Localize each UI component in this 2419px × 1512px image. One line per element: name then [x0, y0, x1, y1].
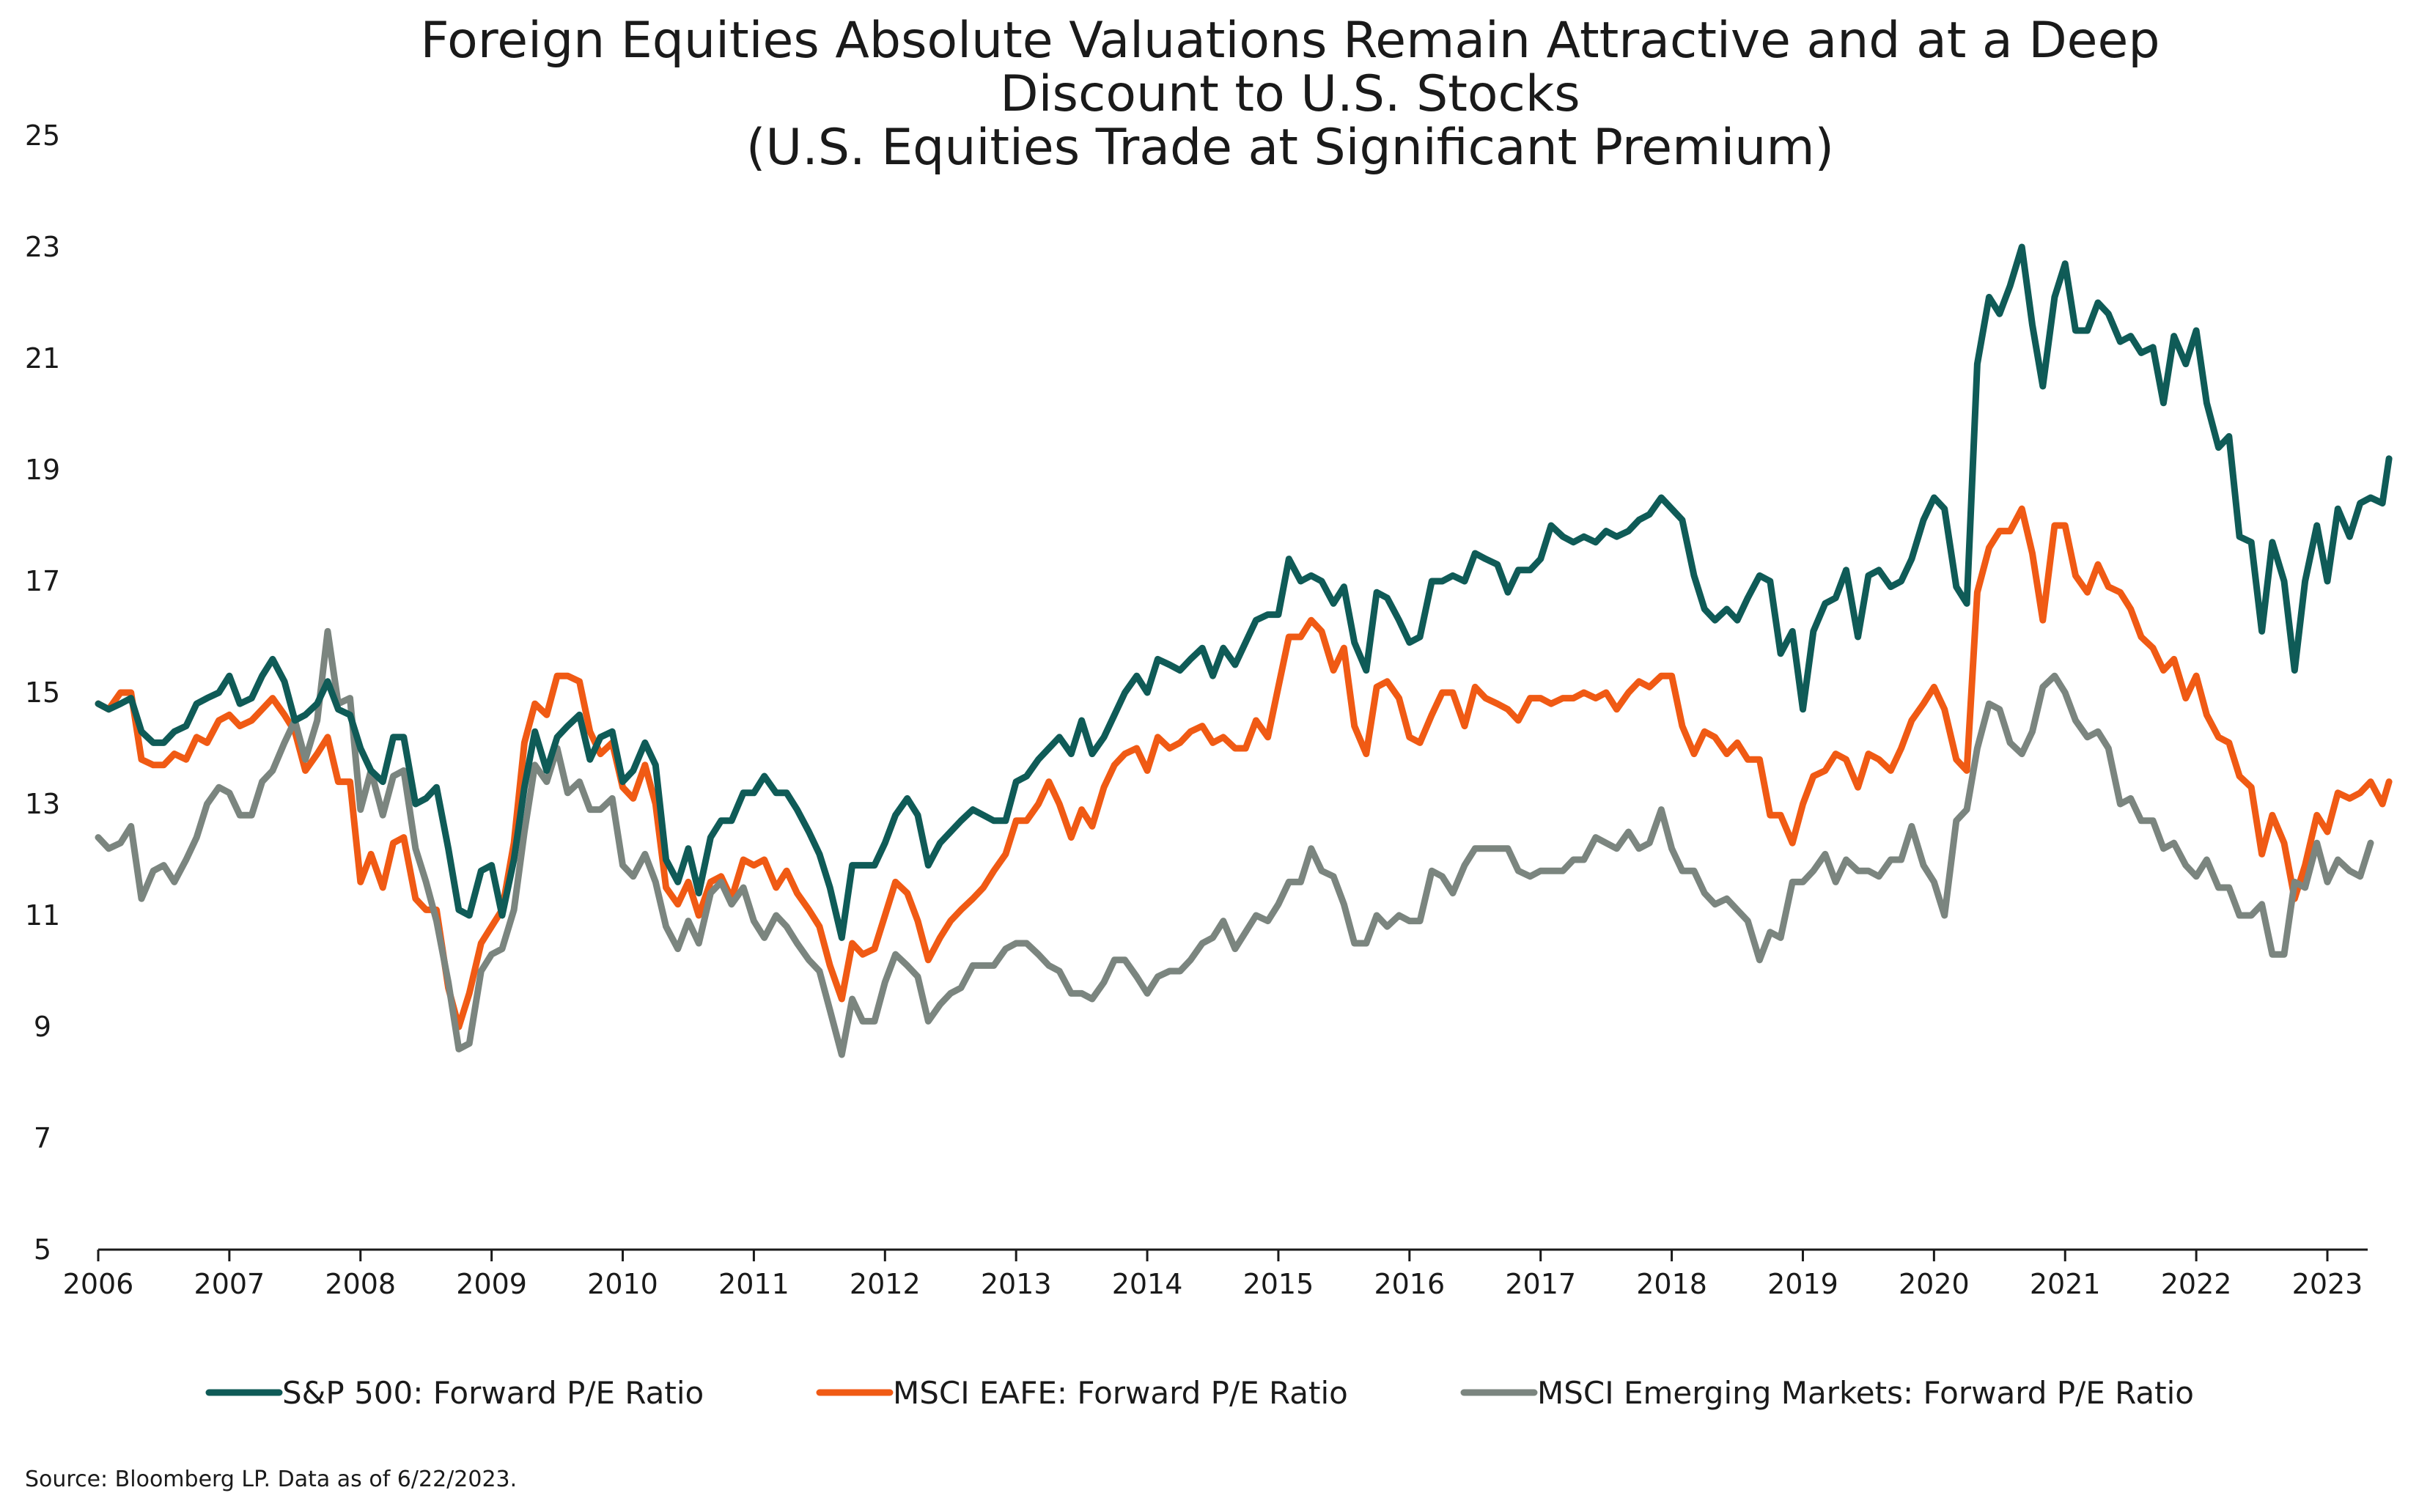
x-tick-label: 2023: [2292, 1268, 2363, 1300]
x-tick-label: 2008: [325, 1268, 396, 1300]
y-tick-label: 17: [25, 565, 60, 597]
y-tick-label: 9: [34, 1011, 51, 1043]
x-tick-label: 2016: [1374, 1268, 1445, 1300]
x-tick-label: 2007: [194, 1268, 265, 1300]
y-tick-label: 13: [25, 788, 60, 820]
y-tick-label: 7: [34, 1122, 51, 1154]
chart-title-line-1: Foreign Equities Absolute Valuations Rem…: [420, 12, 2160, 70]
x-tick-label: 2009: [456, 1268, 527, 1300]
chart-title-line-3: (U.S. Equities Trade at Significant Prem…: [746, 119, 1834, 177]
legend-label: MSCI Emerging Markets: Forward P/E Ratio: [1537, 1375, 2194, 1411]
series-line-1: [95, 243, 2393, 941]
x-tick-label: 2020: [1899, 1268, 1970, 1300]
x-tick-label: 2006: [63, 1268, 134, 1300]
chart-title-line-2: Discount to U.S. Stocks: [1000, 65, 1580, 123]
x-tick-label: 2015: [1243, 1268, 1314, 1300]
y-tick-label: 5: [34, 1233, 51, 1266]
x-tick-label: 2014: [1112, 1268, 1183, 1300]
x-tick-label: 2011: [718, 1268, 789, 1300]
y-tick-label: 25: [25, 119, 60, 152]
x-tick-label: 2012: [850, 1268, 921, 1300]
x-tick-label: 2018: [1636, 1268, 1707, 1300]
x-axis: 2006 2007 2008 2009 2010 2011 2012 2013 2014 2015…: [63, 1248, 2368, 1300]
x-tick-label: 2010: [587, 1268, 658, 1300]
y-tick-label: 15: [25, 676, 60, 709]
x-tick-label: 2019: [1767, 1268, 1838, 1300]
y-tick-label: 21: [25, 342, 60, 375]
legend-label: S&P 500: Forward P/E Ratio: [282, 1375, 704, 1411]
source-note: Source: Bloomberg LP. Data as of 6/22/20…: [25, 1467, 517, 1492]
x-tick-label: 2017: [1505, 1268, 1576, 1300]
legend: S&P 500: Forward P/E Ratio MSCI EAFE: For…: [205, 1375, 2194, 1411]
y-tick-label: 11: [25, 899, 60, 932]
series-line-3: [95, 627, 2374, 1058]
y-tick-label: 23: [25, 231, 60, 263]
chart-title: Foreign Equities Absolute Valuations Rem…: [420, 12, 2160, 177]
x-tick-label: 2022: [2161, 1268, 2232, 1300]
series-lines: [95, 243, 2393, 1058]
x-tick-label: 2021: [2030, 1268, 2101, 1300]
x-tick-label: 2013: [981, 1268, 1052, 1300]
y-tick-label: 19: [25, 454, 60, 486]
series-line-2: [95, 505, 2393, 1030]
legend-label: MSCI EAFE: Forward P/E Ratio: [893, 1375, 1348, 1411]
y-axis-ticks: 5 7 9 11 13 15 17 19 21 23 25: [25, 119, 60, 1266]
